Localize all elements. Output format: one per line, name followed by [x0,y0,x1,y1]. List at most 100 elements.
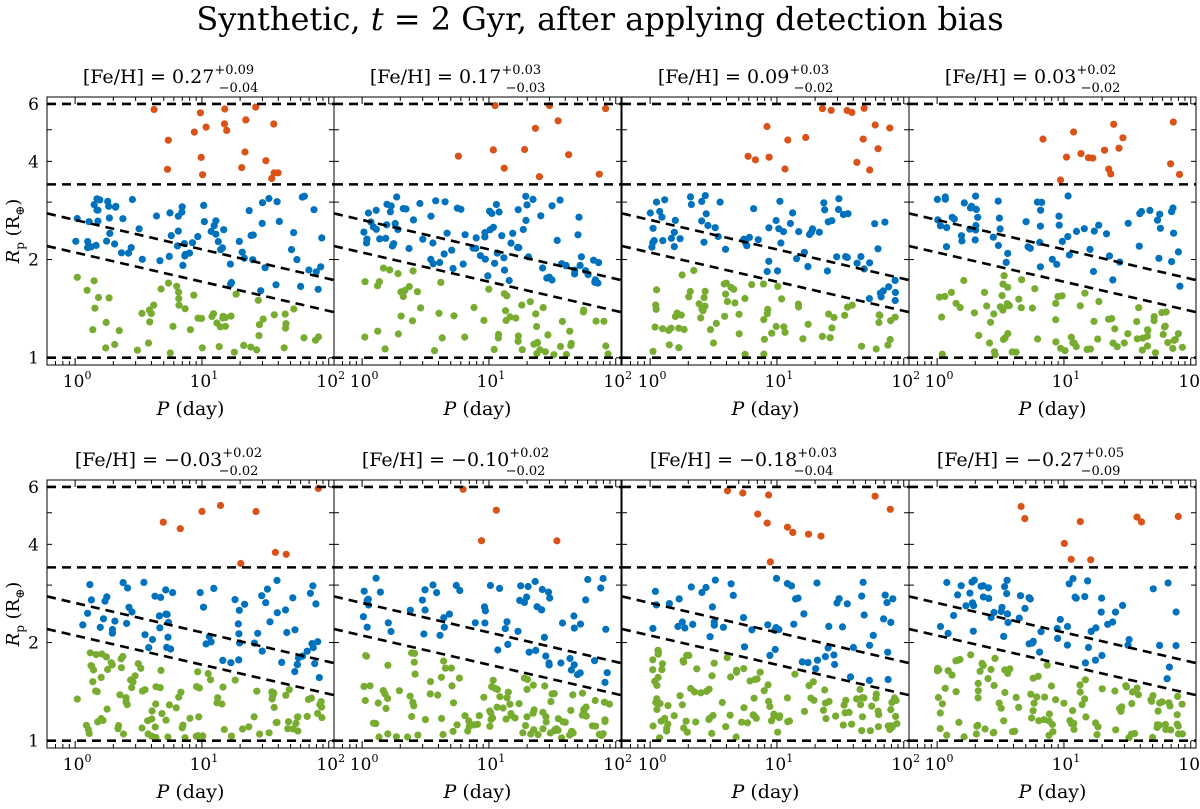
point-small [955,718,963,727]
point-medium [1153,216,1162,224]
point-small [967,651,975,659]
point-large [163,165,172,173]
point-small [751,675,759,684]
point-small [1160,323,1169,331]
point-large [268,174,276,183]
point-medium [889,595,897,603]
point-small [1047,682,1056,690]
point-medium [504,640,512,649]
point-small [536,346,544,354]
point-large [784,136,792,144]
valley-line [622,212,909,282]
point-small [373,282,382,290]
point-medium [291,668,299,676]
point-medium [651,587,660,596]
point-large [216,501,225,510]
point-small [810,696,818,704]
panel-title: [Fe/H] = 0.17+0.03 [370,63,541,88]
point-large [1100,146,1109,154]
point-small [938,350,946,358]
point-medium [461,231,469,239]
point-medium [275,217,283,225]
point-medium [471,619,479,627]
point-medium [1021,604,1029,613]
point-medium [745,233,754,241]
point-medium [843,253,851,261]
point-medium [445,610,453,618]
point-small [294,727,302,735]
point-medium [1002,258,1010,266]
panel-title: [Fe/H] = −0.18+0.03 [650,446,837,471]
point-small [582,703,590,711]
point-medium [283,628,291,637]
point-small [825,310,833,318]
point-small [680,325,688,334]
point-medium [687,583,695,591]
point-medium [957,582,965,590]
panel-title: [Fe/H] = 0.27+0.09 [83,63,254,88]
point-small [137,664,145,672]
point-medium [1063,641,1071,649]
panel-title-minus: −0.02 [794,81,834,96]
point-medium [310,206,318,214]
panel-6: [Fe/H] = −0.10+0.02−0.02 100 101 102 P (day) [333,446,632,803]
point-medium [1058,237,1066,245]
panel-title-minus: −0.09 [1081,464,1121,479]
point-small [232,290,240,298]
point-small [948,671,956,679]
point-large [242,116,250,124]
point-small [374,699,382,707]
point-large [754,510,762,518]
point-medium [427,212,435,220]
point-small [541,682,549,690]
point-medium [874,245,882,253]
point-small [392,733,400,741]
point-medium [1054,634,1062,643]
point-small [651,323,659,331]
point-small [374,327,382,335]
point-medium [670,243,678,251]
point-medium [1136,210,1144,218]
point-medium [440,250,448,258]
point-medium [312,268,320,276]
y-tick-label: 4 [28,535,39,555]
point-small [408,649,416,657]
panel-title: [Fe/H] = −0.27+0.05 [937,446,1124,471]
point-small [157,666,165,675]
axes-box [333,96,622,366]
point-small [503,292,511,300]
point-small [845,708,853,717]
point-small [1052,299,1060,307]
point-large [274,169,282,177]
point-medium [210,584,218,593]
point-medium [674,622,682,631]
point-medium [157,593,165,602]
point-medium [686,193,695,201]
point-small [1135,304,1143,312]
point-large [221,105,229,113]
point-small [438,714,446,723]
point-small [227,732,235,740]
point-small [998,292,1006,300]
point-medium [87,596,95,604]
point-medium [123,619,131,628]
point-medium [235,237,243,245]
point-small [284,725,292,733]
point-small [117,664,125,672]
point-small [230,348,238,356]
point-medium [266,618,274,626]
point-medium [1016,592,1025,600]
point-medium [156,624,164,632]
point-medium [773,267,782,275]
point-small [421,716,429,724]
point-small [105,294,113,302]
point-small [772,322,780,331]
point-medium [117,249,126,257]
point-medium [824,218,832,226]
point-large [827,106,835,114]
point-small [981,725,989,733]
point-small [1154,707,1162,715]
point-small [723,654,731,662]
point-large [477,537,486,545]
point-medium [772,574,781,583]
